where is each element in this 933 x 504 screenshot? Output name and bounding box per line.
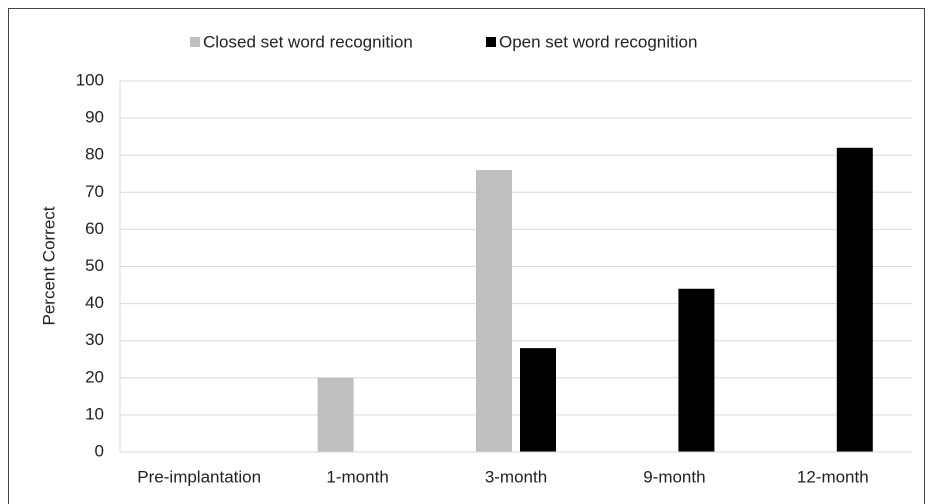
y-axis-label: Percent Correct xyxy=(39,206,58,325)
x-tick-label: 1-month xyxy=(326,467,388,486)
bar xyxy=(476,170,512,453)
y-tick-label: 30 xyxy=(85,330,104,349)
x-tick-label: Pre-implantation xyxy=(137,467,261,486)
y-tick-label: 10 xyxy=(85,404,104,423)
x-tick-label: 9-month xyxy=(643,467,705,486)
y-tick-label: 70 xyxy=(85,182,104,201)
x-tick-label: 3-month xyxy=(485,467,547,486)
y-tick-label: 0 xyxy=(95,441,104,460)
y-tick-label: 90 xyxy=(85,108,104,127)
bar xyxy=(317,377,354,452)
y-tick-label: 20 xyxy=(85,367,104,386)
legend-swatch xyxy=(190,37,200,47)
bar xyxy=(836,147,873,452)
y-tick-label: 50 xyxy=(85,256,104,275)
y-tick-label: 60 xyxy=(85,219,104,238)
legend-swatch xyxy=(486,37,496,47)
legend-label: Open set word recognition xyxy=(499,32,697,51)
y-tick-label: 40 xyxy=(85,293,104,312)
legend-label: Closed set word recognition xyxy=(203,32,413,51)
frame xyxy=(8,8,925,504)
x-tick-label: 12-month xyxy=(797,467,869,486)
y-tick-label: 100 xyxy=(76,70,104,89)
y-tick-label: 80 xyxy=(85,145,104,164)
bar xyxy=(678,288,715,452)
bar xyxy=(520,348,556,452)
